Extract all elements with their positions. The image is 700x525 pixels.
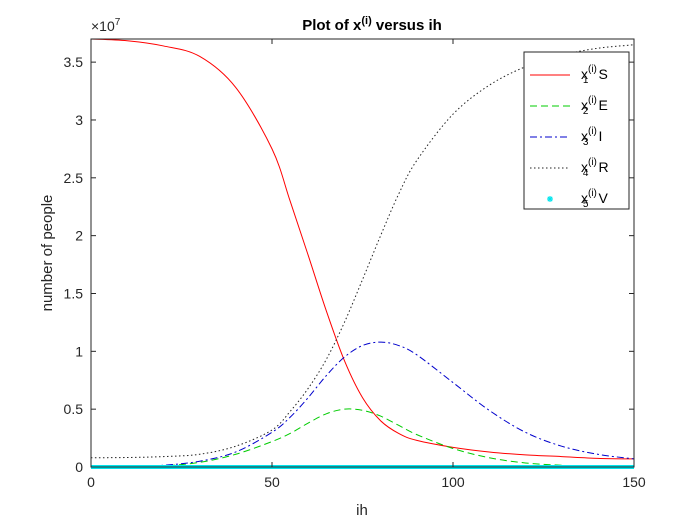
x-tick-label: 100 (441, 474, 465, 490)
legend-item-r-label: x(i) 4 R (581, 157, 609, 179)
legend-item-e-label: x(i) 2 E (581, 95, 608, 117)
legend-item-s-label: x(i) 1 S (581, 64, 608, 86)
series-r-line (90, 44, 635, 459)
y-tick-label: 1.5 (64, 285, 84, 301)
legend-box (523, 51, 630, 210)
legend-item-v-marker (547, 196, 553, 202)
series-s-line (90, 38, 635, 460)
chart-title: Plot of x(i) versus ih (302, 15, 442, 34)
y-tick-label: 0.5 (64, 401, 84, 417)
x-tick-label: 50 (264, 474, 280, 490)
x-axis-label: ih (356, 502, 368, 519)
y-tick-label: 2 (75, 228, 83, 244)
series-i-line (90, 341, 635, 468)
y-tick-label: 0 (75, 459, 83, 475)
axes-box (90, 38, 635, 468)
x-axis-ticks: 0 50 100 150 (87, 39, 646, 490)
legend-item-i-label: x(i) 3 I (581, 126, 602, 148)
y-tick-label: 1 (75, 343, 83, 359)
legend: x(i) 1 S x(i) 2 E x(i) 3 I x(i) 4 R x(i) 5 V (523, 51, 630, 210)
x-tick-label: 150 (622, 474, 646, 490)
y-axis-exponent-label: ×107 (91, 17, 121, 34)
y-tick-label: 3.5 (64, 54, 84, 70)
y-axis-ticks: 0 0.5 1 1.5 2 2.5 3 3.5 (64, 54, 634, 475)
series-e-line (90, 408, 635, 468)
y-tick-label: 3 (75, 112, 83, 128)
y-axis-label: number of people (39, 195, 56, 312)
x-tick-label: 0 (87, 474, 95, 490)
legend-item-v-label: x(i) 5 V (581, 188, 608, 210)
y-tick-label: 2.5 (64, 170, 84, 186)
